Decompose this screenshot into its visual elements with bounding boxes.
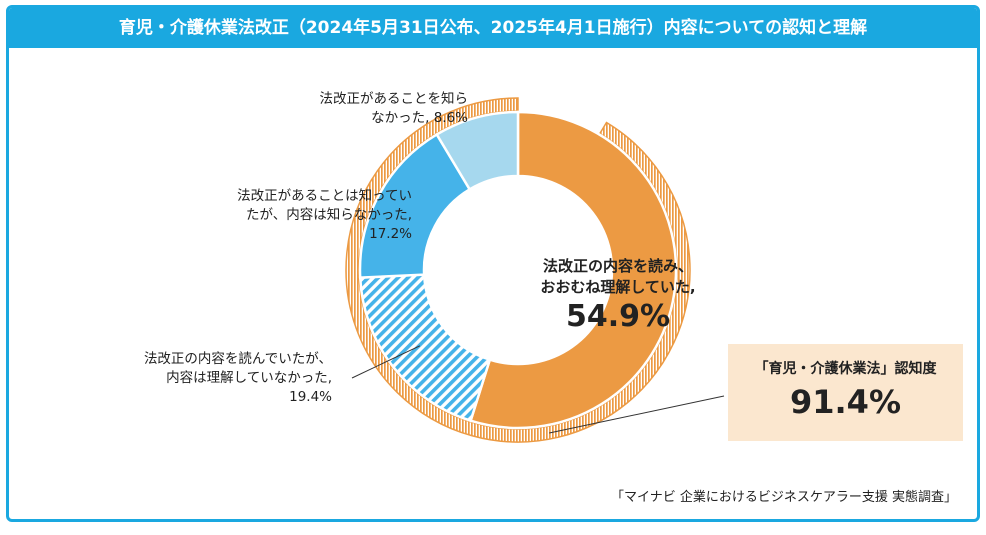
label-known-line1: 法改正があることは知ってい	[237, 188, 412, 204]
leader-read-not-understood	[351, 345, 421, 379]
awareness-box: 「育児・介護休業法」認知度 91.4%	[728, 344, 963, 441]
chart-title: 育児・介護休業法改正（2024年5月31日公布、2025年4月1日施行）内容につ…	[9, 8, 977, 48]
label-known-not-content: 法改正があることは知ってい たが、内容は知らなかった, 17.2%	[180, 187, 412, 244]
label-unaware-line1: 法改正があることを知ら	[319, 91, 469, 107]
awareness-value: 91.4%	[789, 383, 901, 421]
awareness-label: 「育児・介護休業法」認知度	[754, 361, 937, 377]
segment-unaware	[435, 110, 520, 192]
label-known-value: 17.2%	[369, 226, 412, 242]
label-understood-value: 54.9%	[565, 299, 671, 334]
label-read-value: 19.4%	[289, 389, 332, 405]
label-unaware-value: 8.6%	[433, 110, 468, 126]
label-unaware-line2: なかった,	[371, 110, 430, 126]
label-unaware: 法改正があることを知ら なかった, 8.6%	[300, 90, 469, 128]
leader-awareness	[549, 395, 725, 434]
label-understood-line2: おおむね理解していた,	[540, 278, 696, 296]
label-read-not-understood: 法改正の内容を読んでいたが、 内容は理解していなかった, 19.4%	[100, 350, 332, 407]
segment-read-not-understood	[358, 273, 492, 423]
segment-understood	[469, 110, 678, 430]
label-read-line1: 法改正の内容を読んでいたが、	[143, 351, 332, 367]
label-known-line2: たが、内容は知らなかった,	[245, 207, 412, 223]
label-read-line2: 内容は理解していなかった,	[166, 370, 332, 386]
source-note: 「マイナビ 企業におけるビジネスケアラー支援 実態調査」	[610, 490, 957, 505]
label-understood: 法改正の内容を読み、 おおむね理解していた, 54.9%	[512, 256, 724, 336]
label-understood-line1: 法改正の内容を読み、	[542, 257, 693, 275]
